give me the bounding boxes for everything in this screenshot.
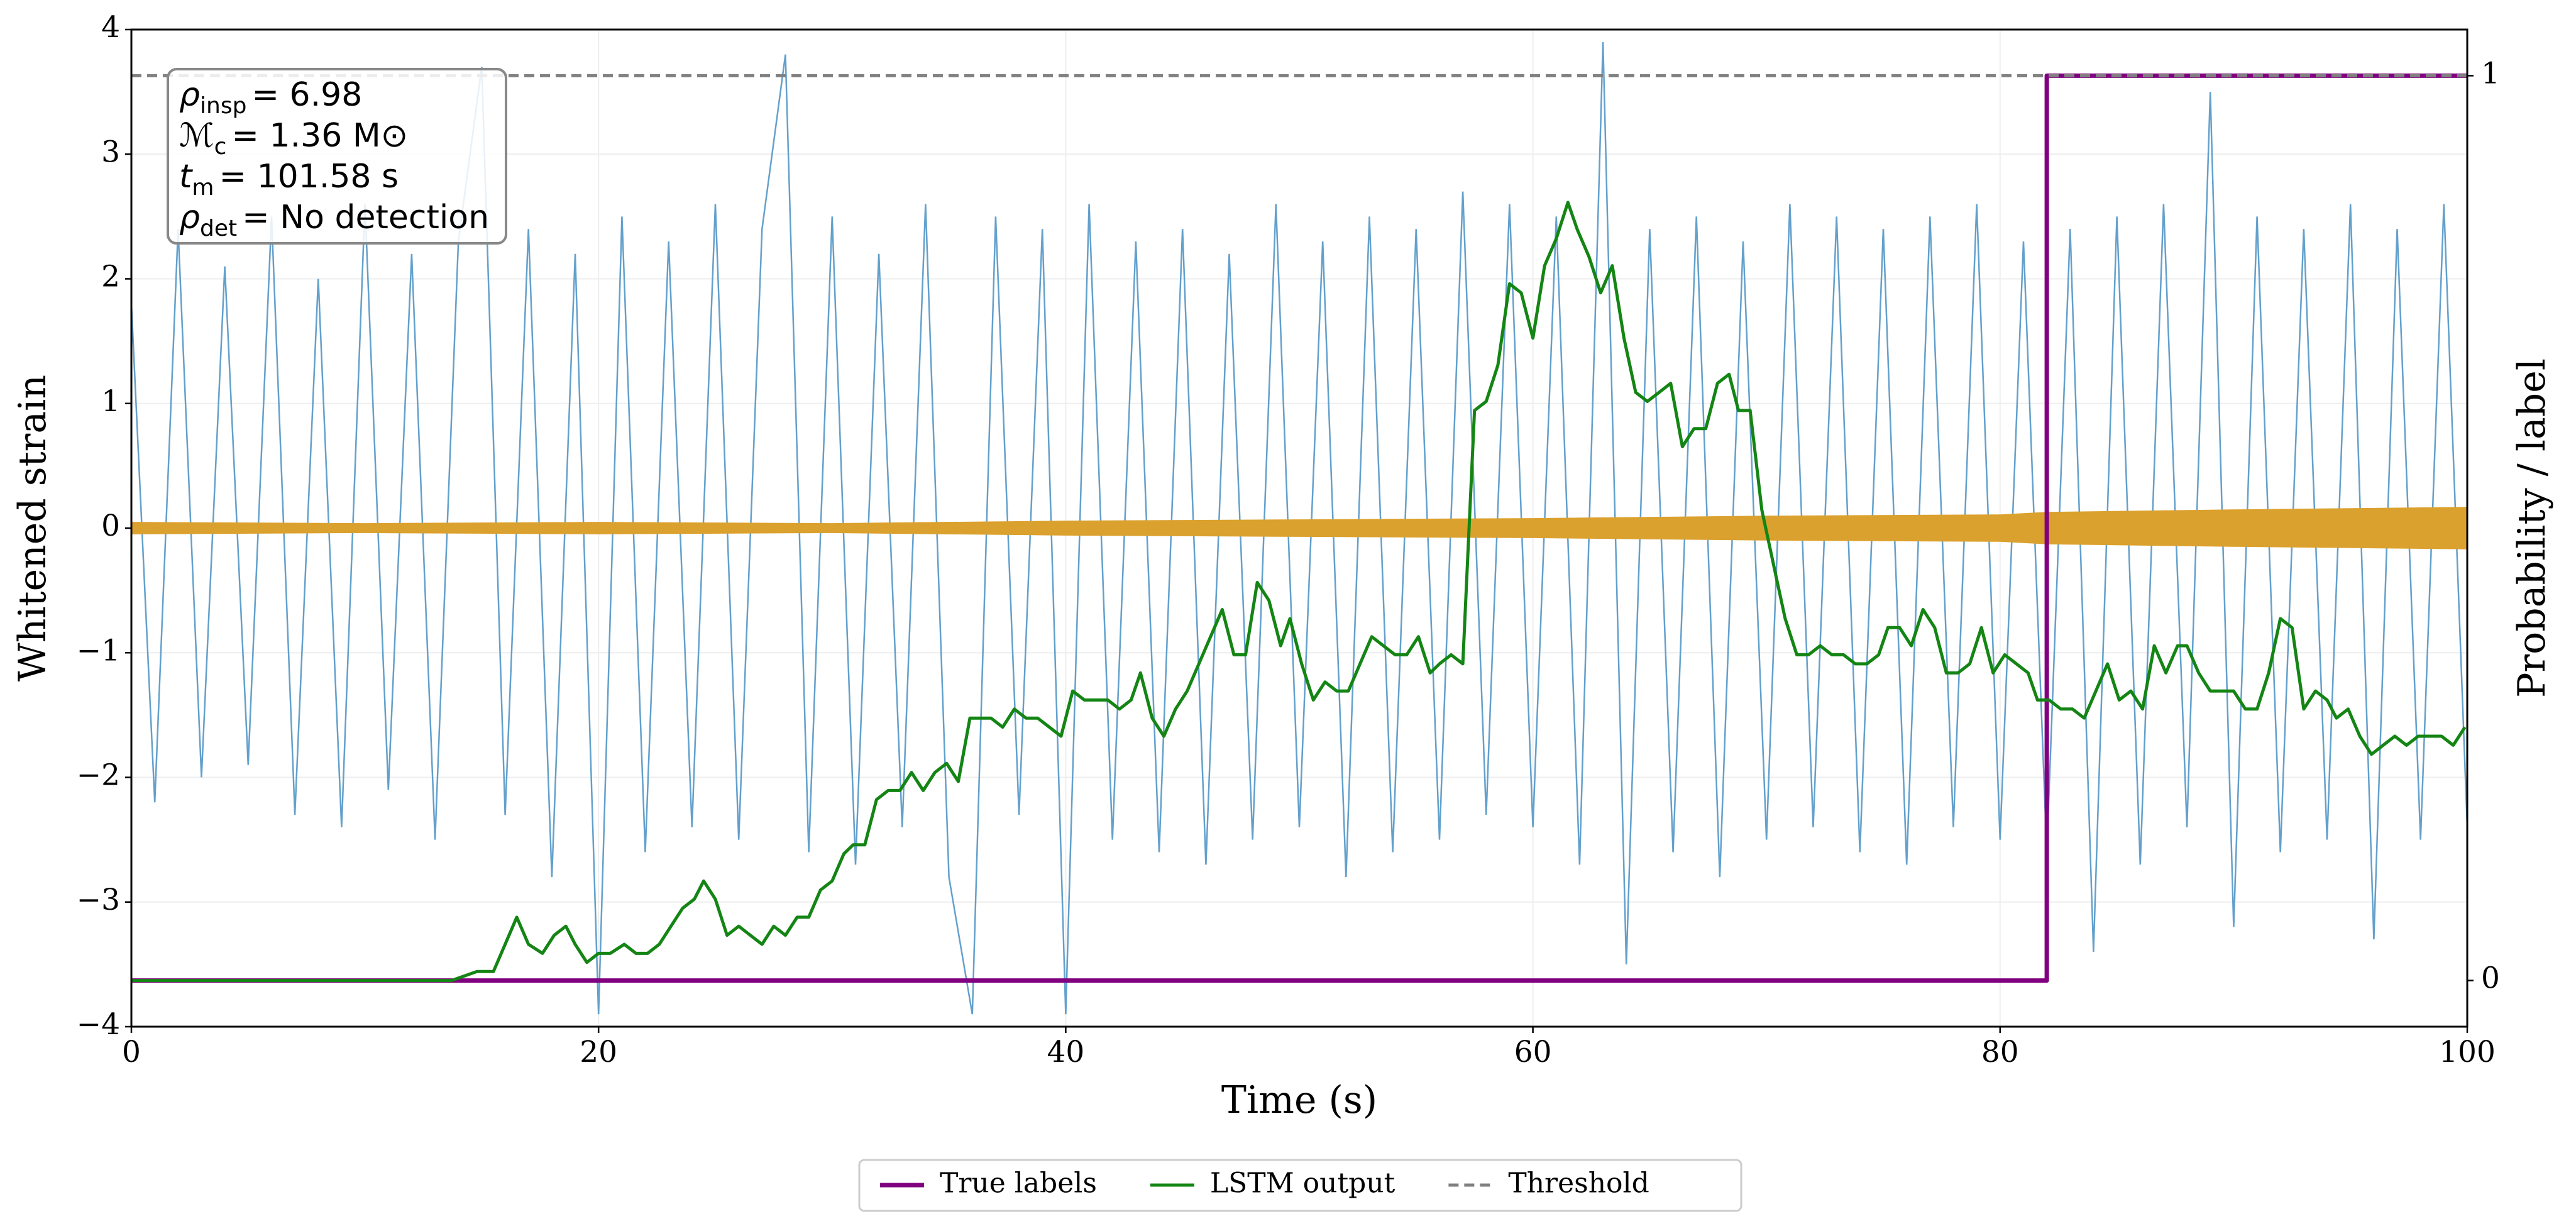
- annotation: tm = 101.58 s: [179, 158, 399, 201]
- y-tick-label: 2: [101, 260, 120, 294]
- y-tick-label: −2: [77, 758, 120, 793]
- legend: True labels LSTM output Threshold: [858, 1159, 1742, 1212]
- legend-label: True labels: [940, 1168, 1097, 1200]
- y-tick-label: 3: [101, 135, 120, 169]
- annotation: ℳc = 1.36 M⊙: [179, 117, 408, 160]
- y-tick-label: 0: [101, 509, 120, 543]
- series-line: [131, 201, 2467, 983]
- annotation-subscript: insp: [200, 93, 246, 119]
- annotation-subscript: m: [192, 175, 214, 201]
- annotation-symbol: ρ: [179, 199, 200, 236]
- annotation-symbol: t: [179, 158, 193, 196]
- x-axis-label: Time (s): [1221, 1078, 1377, 1122]
- y2-tick-label: 1: [2481, 56, 2500, 91]
- y-axis-label: Whitened strain: [11, 375, 55, 682]
- annotation-text: = No detection: [242, 199, 489, 236]
- annotation-subscript: det: [200, 216, 237, 241]
- legend-label: LSTM output: [1210, 1168, 1395, 1200]
- legend-label: Threshold: [1508, 1168, 1649, 1200]
- y2-axis-label: Probability / label: [2510, 358, 2554, 698]
- annotation-symbol: ρ: [179, 76, 200, 114]
- x-tick-label: 100: [2439, 1035, 2496, 1069]
- plot-area: [131, 41, 2467, 1015]
- annotation-frame: [167, 68, 507, 245]
- annotation-text: = 6.98: [251, 76, 362, 114]
- y-tick-label: −3: [77, 883, 120, 917]
- annotation: ρdet = No detection: [179, 199, 489, 241]
- y-tick-label: 1: [101, 384, 120, 419]
- annotation-text: = 101.58 s: [219, 158, 399, 196]
- annotation: ρinsp = 6.98: [179, 76, 362, 119]
- y2-tick-label: 0: [2481, 961, 2500, 996]
- legend-frame: [858, 1159, 1742, 1212]
- x-tick-label: 60: [1514, 1035, 1552, 1069]
- x-tick-label: 0: [122, 1035, 141, 1069]
- strain-line: [131, 41, 2467, 1015]
- y-tick-label: −4: [77, 1007, 120, 1042]
- y-tick-label: −1: [77, 633, 120, 668]
- x-tick-label: 80: [1981, 1035, 2019, 1069]
- annotation-text: = 1.36 M⊙: [231, 117, 408, 155]
- annotation-symbol: ℳ: [179, 117, 214, 155]
- annotation-subscript: c: [214, 134, 227, 160]
- signal-band: [131, 507, 2467, 549]
- x-tick-label: 20: [580, 1035, 617, 1069]
- x-tick-label: 40: [1047, 1035, 1084, 1069]
- y-tick-label: 4: [101, 10, 120, 45]
